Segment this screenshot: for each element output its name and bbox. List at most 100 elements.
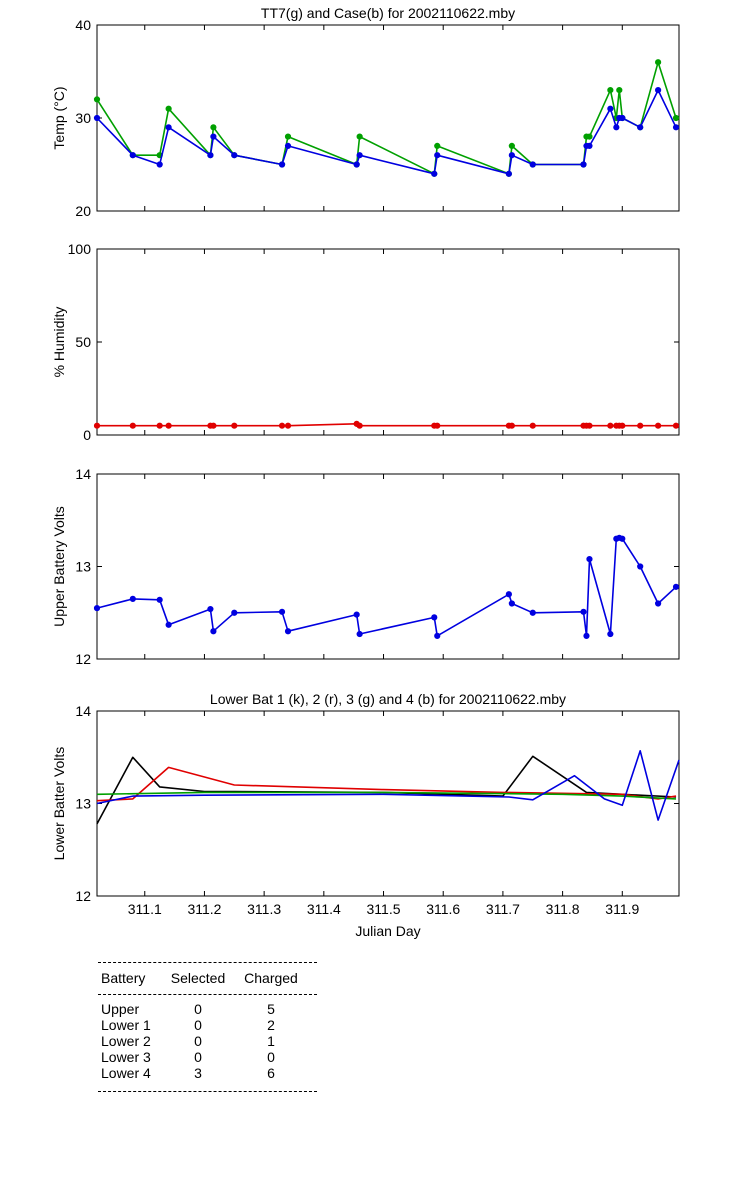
data-point [284,133,292,140]
data-point [586,556,593,563]
data-point [672,583,680,590]
plot-frame [96,710,680,897]
x-tick-label: 311.6 [426,901,460,917]
data-point [156,596,163,603]
plot-frame [96,24,680,212]
cell-battery: Upper [101,1001,140,1017]
data-point [434,142,441,149]
data-point [607,422,614,429]
data-point [165,105,172,112]
y-tick-label: 50 [75,334,91,350]
data-point [586,422,593,429]
cell-battery: Lower 4 [101,1065,151,1081]
data-point [508,600,515,607]
data-point [431,170,438,177]
data-point [431,614,438,621]
data-point [353,161,360,168]
data-point [616,87,623,94]
data-point [580,608,587,615]
y-axis-label: Upper Battery Volts [51,506,67,627]
y-tick-label: 13 [75,796,91,812]
data-point [508,422,515,429]
table-row: Upper 0 5 [98,1001,317,1017]
data-point [619,114,626,122]
y-axis-label: Temp (°C) [51,86,67,149]
battery-table: Battery Selected Charged Upper 0 5 Lower… [98,962,317,1092]
data-point [505,170,512,177]
data-point [655,59,662,66]
cell-battery: Lower 3 [101,1049,151,1065]
x-tick-label: 311.9 [605,901,639,917]
data-point [93,422,101,429]
data-point [278,608,286,615]
table-header-row: Battery Selected Charged [98,963,317,994]
x-tick-label: 311.5 [367,901,401,917]
data-point [586,133,593,140]
cell-selected: 0 [194,1049,202,1065]
data-point [284,628,292,635]
y-tick-label: 30 [75,110,91,126]
table-row: Lower 4 3 6 [98,1065,317,1081]
data-point [129,422,136,429]
data-point [207,152,214,159]
series-line [96,749,680,821]
data-point [231,152,238,159]
data-point [655,87,662,94]
charts-canvas: 20 30 40 TT7(g) and Case(b) for 2002110622.… [51,5,680,939]
header-battery: Battery [101,970,146,986]
table-row: Lower 3 0 0 [98,1049,317,1065]
header-charged: Charged [244,970,298,986]
data-point [619,422,626,429]
table-rule-top [98,962,317,963]
plot-frame [96,248,680,436]
x-tick-label: 311.3 [247,901,281,917]
data-point [637,422,644,429]
data-point [156,161,163,168]
chart-title: TT7(g) and Case(b) for 2002110622.mby [261,5,515,21]
data-point [284,142,292,149]
y-tick-label: 12 [75,888,91,904]
data-point [210,133,217,140]
data-point [353,611,360,618]
data-point [637,124,644,131]
x-tick-label: 311.4 [307,901,341,917]
data-point [165,124,172,131]
data-point [210,124,217,131]
y-tick-label: 0 [83,427,91,443]
cell-battery: Lower 1 [101,1017,151,1033]
data-point [607,87,614,94]
data-point [434,152,441,159]
table-body: Upper 0 5 Lower 1 0 2 Lower 2 0 1 Lower … [98,995,317,1091]
cell-selected: 0 [194,1017,202,1033]
data-point [655,422,662,429]
y-tick-label: 14 [75,703,91,719]
cell-charged: 0 [267,1049,275,1065]
data-point [278,161,286,168]
series-line [96,791,677,800]
table-rule-bottom [98,1091,317,1092]
data-point [165,621,172,628]
data-point [356,133,363,140]
x-axis-label: Julian Day [355,923,420,939]
data-point [356,630,363,638]
data-point [505,591,512,598]
data-point [434,422,441,429]
data-point [129,152,136,159]
cell-selected: 0 [194,1001,202,1017]
y-axis-label: % Humidity [51,307,67,378]
cell-charged: 1 [267,1033,275,1049]
data-point [231,609,238,616]
data-point [207,605,214,613]
header-selected: Selected [170,970,226,986]
data-point [210,628,217,635]
data-point [586,142,593,149]
cell-charged: 6 [267,1065,275,1081]
y-tick-label: 12 [75,651,91,667]
data-point [356,152,363,159]
table-row: Lower 2 0 1 [98,1033,317,1049]
table-rule-middle [98,994,317,995]
y-tick-label: 40 [75,17,91,33]
data-point [434,632,441,639]
x-tick-label: 311.1 [128,901,162,917]
data-point [93,114,101,122]
